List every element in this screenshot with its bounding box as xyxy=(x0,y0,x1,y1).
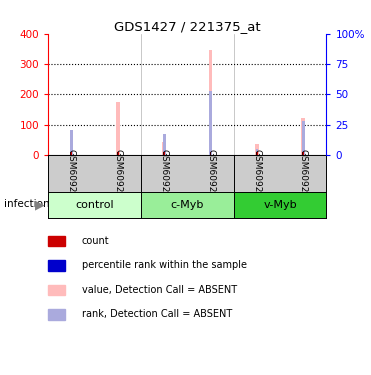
Text: GSM60929: GSM60929 xyxy=(299,148,308,198)
Bar xyxy=(210,152,211,155)
Bar xyxy=(302,121,305,155)
Bar xyxy=(302,152,304,155)
Bar xyxy=(209,91,212,155)
Bar xyxy=(70,130,73,155)
Text: GSM60926: GSM60926 xyxy=(160,148,169,198)
Bar xyxy=(209,50,212,155)
Text: count: count xyxy=(82,236,109,246)
Bar xyxy=(48,192,141,217)
Text: GSM60927: GSM60927 xyxy=(206,148,215,198)
Bar xyxy=(163,152,165,155)
Bar xyxy=(163,134,165,155)
Text: v-Myb: v-Myb xyxy=(263,200,297,210)
Text: c-Myb: c-Myb xyxy=(171,200,204,210)
Text: GSM60924: GSM60924 xyxy=(67,148,76,198)
Bar xyxy=(256,149,258,155)
Text: value, Detection Call = ABSENT: value, Detection Call = ABSENT xyxy=(82,285,237,295)
Text: percentile rank within the sample: percentile rank within the sample xyxy=(82,261,247,270)
Bar xyxy=(70,152,72,155)
Bar xyxy=(70,136,73,155)
Text: GSM60928: GSM60928 xyxy=(252,148,262,198)
Text: infection: infection xyxy=(4,200,49,209)
Text: control: control xyxy=(75,200,114,210)
Title: GDS1427 / 221375_at: GDS1427 / 221375_at xyxy=(114,20,261,33)
Bar xyxy=(116,102,120,155)
Text: GSM60925: GSM60925 xyxy=(113,148,122,198)
Bar xyxy=(255,144,259,155)
Bar xyxy=(162,142,166,155)
Bar xyxy=(234,192,326,217)
Text: rank, Detection Call = ABSENT: rank, Detection Call = ABSENT xyxy=(82,309,232,319)
Bar xyxy=(141,192,234,217)
Bar xyxy=(256,152,258,155)
Bar xyxy=(301,118,305,155)
Text: ▶: ▶ xyxy=(35,199,45,211)
Bar xyxy=(117,152,119,155)
